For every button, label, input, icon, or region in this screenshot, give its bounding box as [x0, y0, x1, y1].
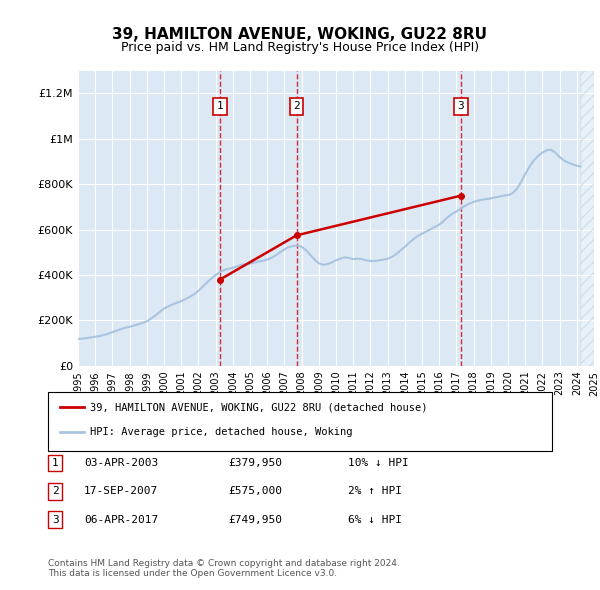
Text: £379,950: £379,950 [228, 458, 282, 468]
Text: 6% ↓ HPI: 6% ↓ HPI [348, 515, 402, 525]
Text: 03-APR-2003: 03-APR-2003 [84, 458, 158, 468]
Text: HPI: Average price, detached house, Woking: HPI: Average price, detached house, Woki… [90, 428, 353, 437]
Text: 3: 3 [458, 101, 464, 111]
Text: 1: 1 [217, 101, 223, 111]
Text: 17-SEP-2007: 17-SEP-2007 [84, 487, 158, 496]
Text: 10% ↓ HPI: 10% ↓ HPI [348, 458, 409, 468]
Text: £575,000: £575,000 [228, 487, 282, 496]
Text: 06-APR-2017: 06-APR-2017 [84, 515, 158, 525]
Text: 2% ↑ HPI: 2% ↑ HPI [348, 487, 402, 496]
Text: 39, HAMILTON AVENUE, WOKING, GU22 8RU (detached house): 39, HAMILTON AVENUE, WOKING, GU22 8RU (d… [90, 402, 427, 412]
Text: Contains HM Land Registry data © Crown copyright and database right 2024.
This d: Contains HM Land Registry data © Crown c… [48, 559, 400, 578]
Text: £749,950: £749,950 [228, 515, 282, 525]
Text: 2: 2 [293, 101, 300, 111]
Text: Price paid vs. HM Land Registry's House Price Index (HPI): Price paid vs. HM Land Registry's House … [121, 41, 479, 54]
Text: 39, HAMILTON AVENUE, WOKING, GU22 8RU: 39, HAMILTON AVENUE, WOKING, GU22 8RU [113, 27, 487, 41]
Text: 3: 3 [52, 515, 59, 525]
Text: 2: 2 [52, 487, 59, 496]
Text: 1: 1 [52, 458, 59, 468]
